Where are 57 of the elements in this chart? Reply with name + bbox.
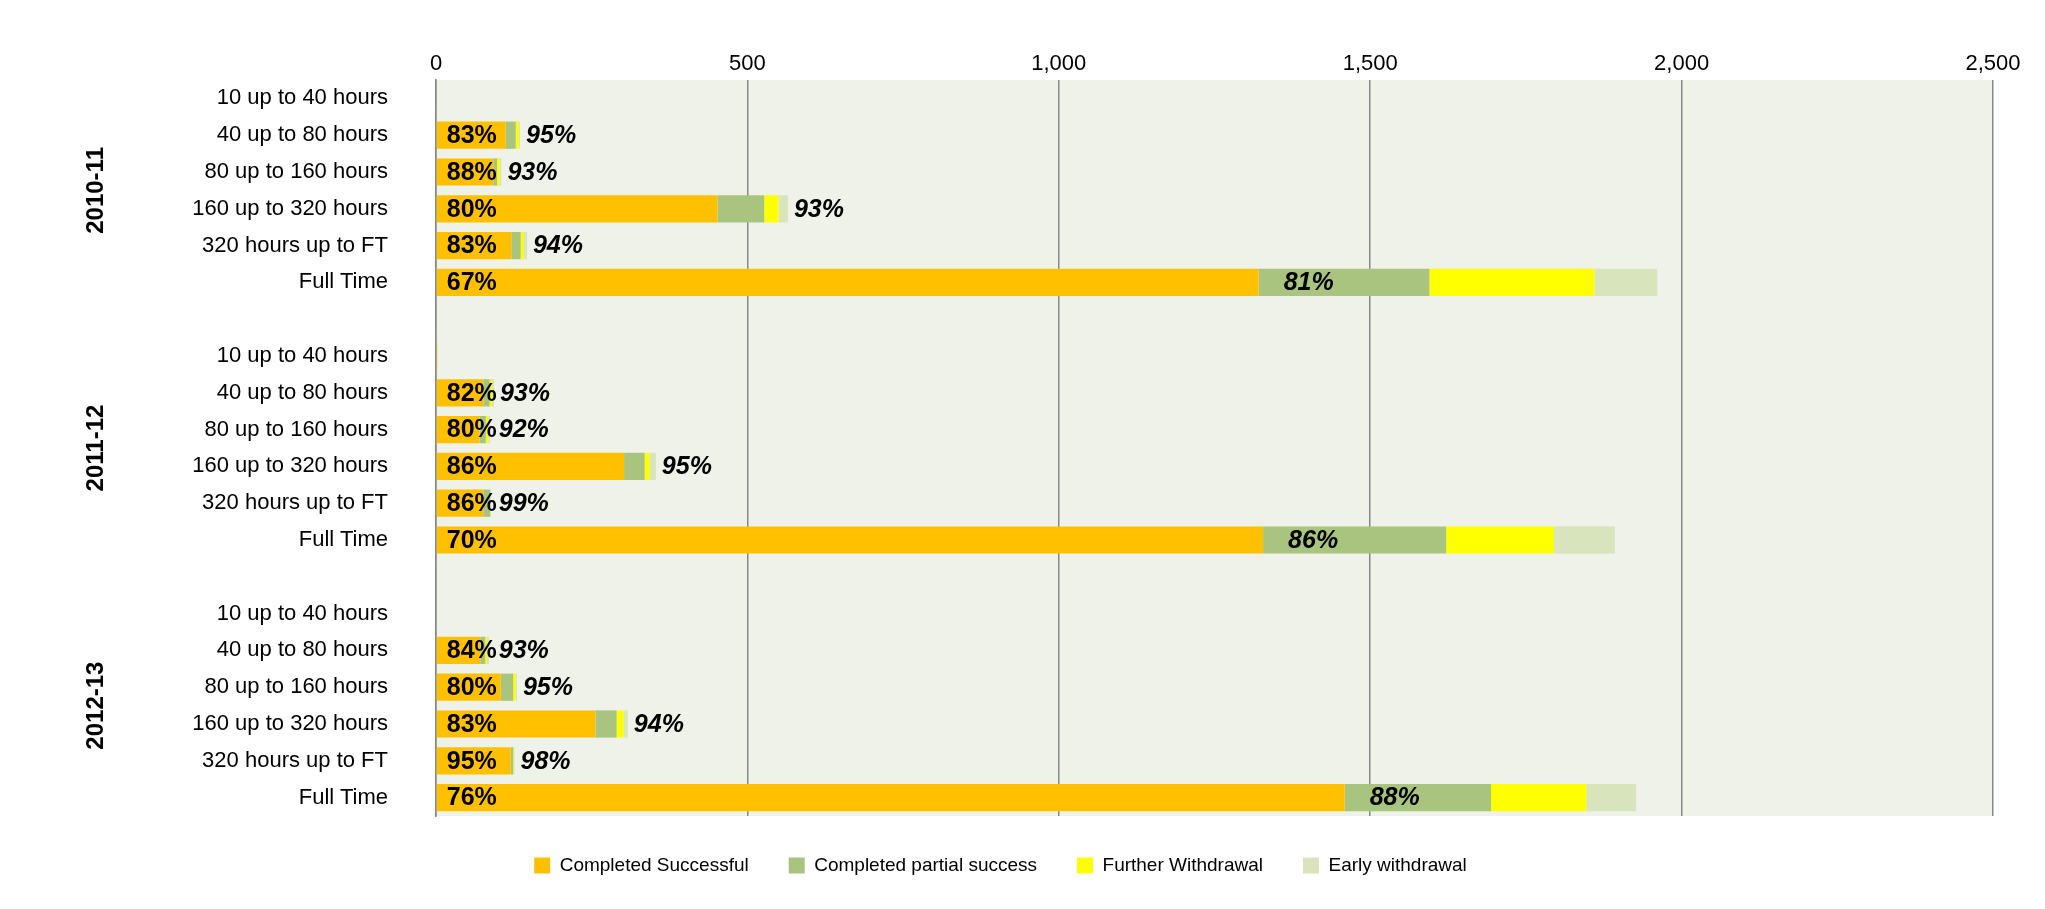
x-tick-label: 500 [729,49,766,75]
y-tick-label: 10 up to 40 hours [216,84,388,110]
y-tick-label: 40 up to 80 hours [216,378,388,404]
annotation: 94% [633,708,684,737]
annotation: 93% [507,156,558,185]
x-tick-label: 1,500 [1342,49,1398,75]
text: 2010-11 [80,147,108,234]
legend-label: Further Withdrawal [1102,853,1264,875]
annotation: 95% [661,451,712,480]
annotation: 83% [446,708,497,737]
text: 2012-13 [80,661,108,750]
y-tick-label: Full Time [298,268,388,294]
y-tick-label: 160 up to 320 hours [192,452,388,478]
annotation: 70% [446,524,497,553]
annotation: 99% [498,488,549,517]
legend-label: Completed partial success [814,853,1038,875]
annotation: 83% [446,120,497,149]
annotation: 88% [446,156,497,185]
x-tick-label: 1,000 [1031,49,1087,75]
y-tick-label: 320 hours up to FT [202,489,388,515]
y-tick-label: 160 up to 320 hours [192,710,388,736]
y-tick-label: Full Time [298,526,388,552]
y-tick-label: 80 up to 160 hours [204,415,388,441]
y-tick-label: 10 up to 40 hours [216,599,388,625]
y-tick-label: 320 hours up to FT [202,231,388,257]
annotation: 81% [1283,267,1334,296]
annotation: 95% [526,120,577,149]
annotation: 86% [446,451,497,480]
annotation: 93% [498,635,549,664]
x-tick-label: 2,000 [1654,49,1710,75]
y-tick-label: 160 up to 320 hours [192,194,388,220]
annotation: 88% [1369,782,1420,811]
annotation: 80% [446,193,497,222]
annotation: 83% [446,230,497,259]
annotation: 93% [499,377,550,406]
annotation: 95% [446,745,497,774]
y-tick-label: 80 up to 160 hours [204,673,388,699]
y-tick-label: 10 up to 40 hours [216,342,388,368]
annotation: 80% [446,672,497,701]
legend-label: Completed Successful [559,853,749,875]
annotation: 93% [793,193,844,222]
annotation: 95% [522,672,574,701]
y-tick-label: Full Time [298,783,388,809]
annotation: 94% [532,230,583,259]
text: 2011-12 [80,404,108,492]
annotation: 92% [498,414,549,443]
annotation: 67% [446,267,497,296]
y-tick-label: 40 up to 80 hours [216,121,388,147]
x-tick-label: 0 [429,49,443,75]
x-tick-label: 2,500 [1965,49,2021,75]
y-tick-label: 80 up to 160 hours [204,158,388,184]
y-tick-label: 320 hours up to FT [202,746,388,772]
legend-label: Early withdrawal [1328,853,1467,875]
annotation: 98% [520,745,571,774]
y-tick-label: 40 up to 80 hours [216,636,388,662]
annotation: 86% [1288,524,1339,553]
annotation: 76% [446,782,497,811]
